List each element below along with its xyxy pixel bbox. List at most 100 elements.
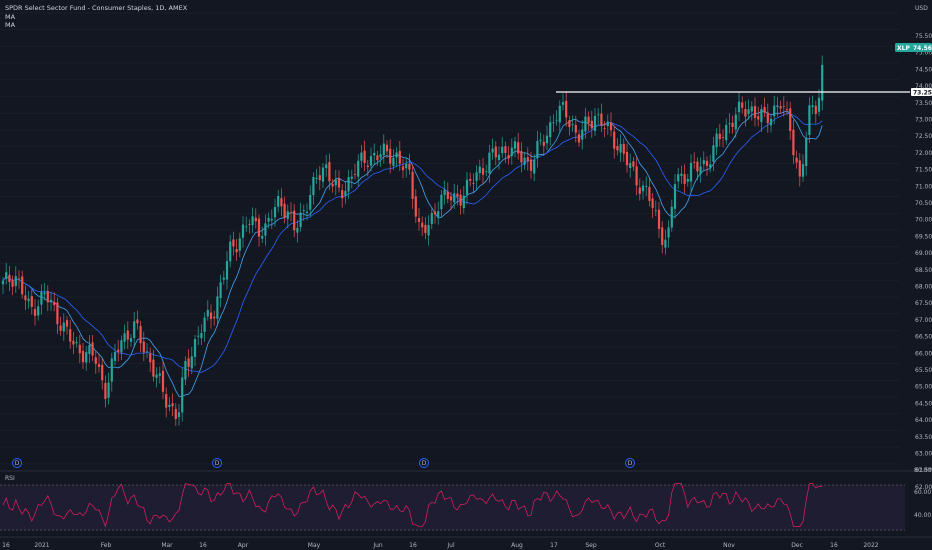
candle — [219, 274, 222, 308]
price-tick-label: 72.50 — [915, 133, 932, 140]
chart-legend: SPDR Select Sector Fund - Consumer Stapl… — [5, 4, 187, 30]
candle — [40, 284, 43, 315]
candle — [392, 149, 395, 171]
candle — [78, 335, 81, 364]
price-tick-label: 67.00 — [915, 317, 932, 324]
candle — [536, 130, 539, 168]
candle — [769, 114, 773, 133]
candle — [488, 144, 491, 183]
candle — [405, 157, 408, 178]
candle — [693, 152, 696, 169]
candle — [213, 310, 216, 326]
price-tick-label: 75.50 — [915, 33, 932, 40]
candle — [667, 220, 670, 248]
price-tick-label: 69.50 — [915, 233, 932, 240]
candle — [789, 101, 792, 140]
candle — [181, 367, 184, 422]
candle — [449, 191, 453, 211]
dividend-event-icon[interactable]: D — [12, 458, 22, 468]
price-tick-label: 65.00 — [915, 384, 932, 391]
candle — [613, 125, 616, 159]
candle — [437, 201, 440, 225]
candle — [664, 229, 667, 255]
candle — [334, 169, 337, 196]
candle — [232, 231, 235, 256]
candle — [526, 147, 529, 171]
price-tick-label: 69.00 — [915, 250, 932, 257]
dividend-event-icon[interactable]: D — [625, 458, 635, 468]
candle — [680, 165, 683, 184]
candle — [747, 99, 750, 120]
candle — [248, 219, 251, 234]
candle — [766, 103, 769, 133]
dividend-event-icon[interactable]: D — [212, 458, 222, 468]
indicator-ma-2[interactable]: MA — [5, 21, 16, 29]
rsi-line — [2, 483, 823, 528]
candle — [417, 208, 421, 231]
candle — [542, 134, 545, 156]
candle — [597, 108, 600, 125]
candle — [270, 209, 273, 229]
candle — [565, 91, 568, 127]
candle — [21, 270, 24, 299]
candle — [673, 174, 677, 219]
candle — [520, 142, 523, 173]
candle — [677, 168, 680, 189]
dividend-event-icon[interactable]: D — [419, 458, 429, 468]
candle — [46, 285, 49, 312]
candle — [37, 299, 40, 321]
candle — [689, 154, 693, 192]
candle — [760, 104, 763, 132]
candle — [574, 115, 577, 143]
rsi-tick-label: 40.00 — [914, 512, 931, 519]
time-tick-label: 2022 — [863, 542, 878, 549]
candle — [305, 203, 309, 221]
candle — [427, 215, 430, 246]
candle — [155, 367, 158, 388]
candle — [206, 300, 209, 321]
candle — [123, 324, 126, 350]
candle — [369, 147, 373, 172]
candle — [725, 118, 728, 145]
candle — [267, 212, 270, 229]
line-price-value: 73.25 — [913, 90, 932, 97]
candle — [619, 134, 622, 162]
candle — [149, 347, 152, 373]
time-tick-label: Jun — [372, 542, 383, 549]
candle — [289, 202, 293, 222]
rsi-band — [0, 485, 905, 530]
candle — [523, 152, 526, 170]
candle — [561, 93, 565, 111]
candle — [440, 190, 443, 217]
candle — [696, 157, 699, 181]
candle — [184, 356, 187, 386]
candle — [635, 157, 638, 196]
candle — [344, 180, 347, 204]
candle — [683, 164, 686, 194]
candle — [238, 232, 241, 257]
price-tick-label: 66.00 — [915, 350, 932, 357]
chart-title: SPDR Select Sector Fund - Consumer Stapl… — [5, 4, 188, 12]
candle — [8, 266, 11, 292]
ma-slow-line — [2, 112, 823, 373]
candle — [545, 125, 549, 151]
indicator-ma-1[interactable]: MA — [5, 12, 16, 21]
candle — [203, 312, 206, 342]
candle — [363, 140, 366, 172]
candle — [216, 286, 219, 327]
candle — [257, 214, 261, 247]
candle — [475, 165, 478, 190]
candle — [126, 321, 129, 350]
candle — [485, 164, 488, 177]
price-tick-label: 72.00 — [915, 150, 932, 157]
price-tick-label: 73.50 — [915, 100, 932, 107]
price-tick-label: 65.50 — [915, 367, 932, 374]
candle — [414, 189, 417, 223]
candle — [779, 100, 782, 114]
candle — [408, 153, 411, 175]
candle — [318, 166, 321, 191]
candle — [177, 404, 181, 426]
candle — [389, 139, 392, 174]
price-tick-label: 68.00 — [915, 284, 932, 291]
